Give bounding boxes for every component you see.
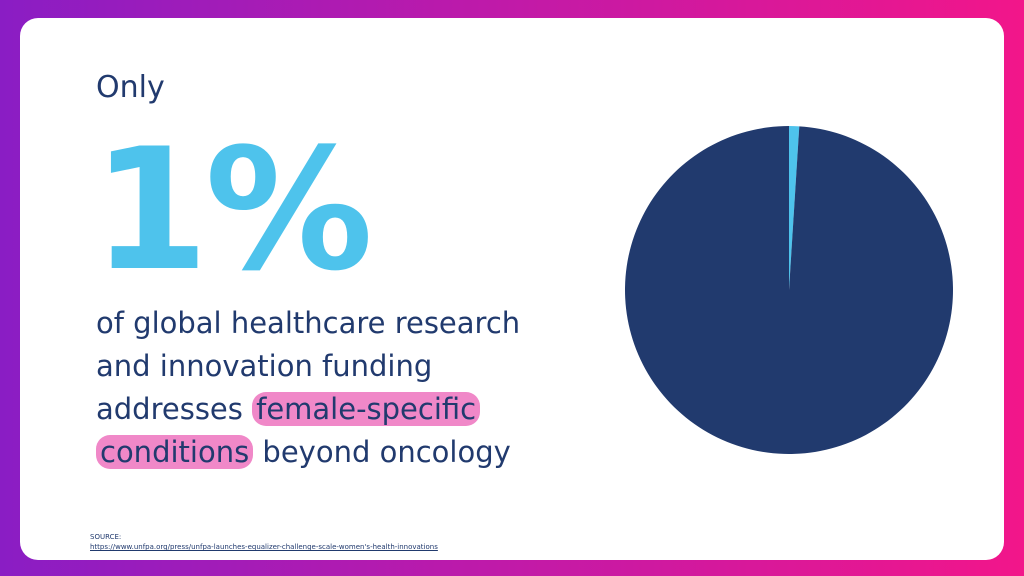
highlighted-text: conditions <box>96 435 254 469</box>
source-link[interactable]: https://www.unfpa.org/press/unfpa-launch… <box>90 543 438 551</box>
text-segment: beyond oncology <box>262 435 511 469</box>
pie-chart <box>625 126 953 454</box>
body-line: conditions beyond oncology <box>96 431 520 474</box>
body-line: of global healthcare research <box>96 302 520 345</box>
text-segment: addresses <box>96 392 243 426</box>
pie-slice <box>789 126 800 290</box>
text-segment: and innovation funding <box>96 349 433 383</box>
body-text: of global healthcare research and innovat… <box>96 302 520 474</box>
headline-value: 1% <box>92 112 373 308</box>
highlighted-text: female-specific <box>252 392 481 426</box>
intro-text: Only <box>96 70 165 105</box>
text-segment: of global healthcare research <box>96 306 521 340</box>
source: SOURCE: https://www.unfpa.org/press/unfp… <box>90 532 438 552</box>
body-line: addresses female-specific <box>96 388 520 431</box>
source-label: SOURCE: <box>90 533 122 541</box>
card: Only 1% of global healthcare research and… <box>20 18 1004 560</box>
pie-slice <box>625 126 953 454</box>
body-line: and innovation funding <box>96 345 520 388</box>
